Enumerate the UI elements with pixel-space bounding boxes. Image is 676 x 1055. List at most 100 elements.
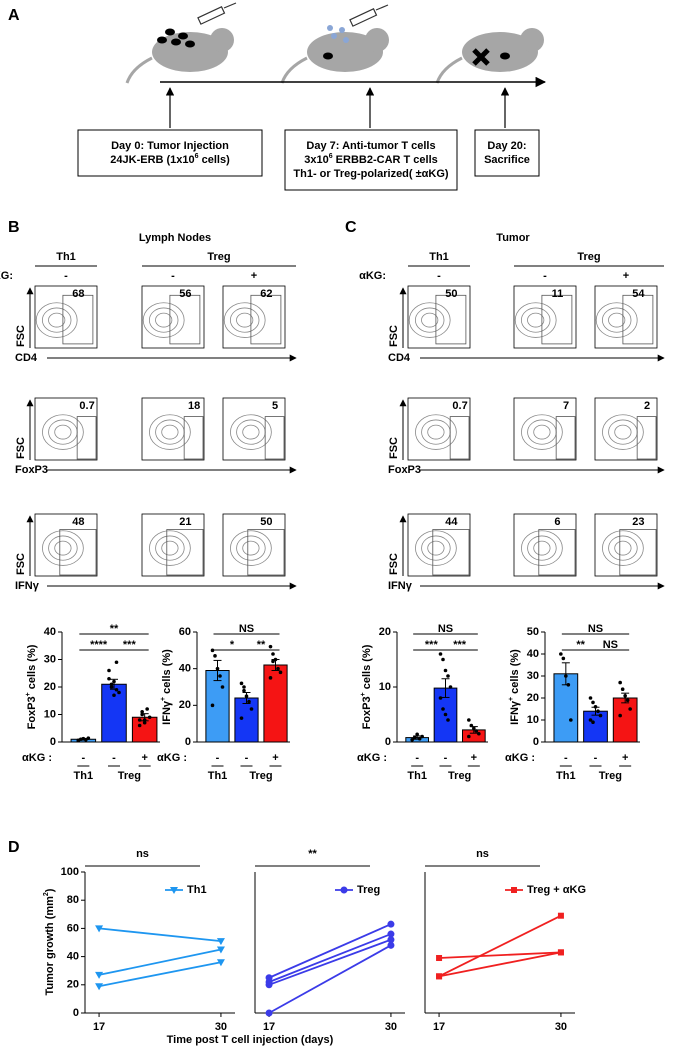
contour <box>421 535 451 561</box>
group-label: Th1 <box>429 251 449 263</box>
data-point <box>415 732 419 737</box>
gate <box>166 529 204 576</box>
contour <box>408 302 451 338</box>
contour <box>427 424 445 440</box>
axis-label-part: ) <box>44 888 56 892</box>
y-tick-label: 10 <box>44 708 56 720</box>
data-point <box>620 687 625 691</box>
significance-label: ns <box>136 848 149 860</box>
gate-percent: 11 <box>552 288 564 300</box>
significance-label: ** <box>110 623 119 635</box>
flow-plot <box>513 285 577 349</box>
significance-label: NS <box>588 623 603 635</box>
contour <box>614 424 632 440</box>
box-text-part: Th1- or Treg-polarized( ±αKG) <box>293 168 449 180</box>
axis-label-part: Tumor growth (mm <box>44 896 56 996</box>
y-tick-label: 40 <box>179 663 191 675</box>
data-point <box>86 736 91 740</box>
data-point <box>239 716 244 720</box>
contour <box>142 302 185 338</box>
y-tick-label: 40 <box>527 648 539 660</box>
data-point <box>566 683 571 687</box>
axis-label: FSC <box>388 553 400 575</box>
data-point <box>443 668 448 673</box>
y-axis-label-part: cells (%) <box>361 644 373 692</box>
data-point <box>596 709 600 713</box>
group-label: Th1 <box>74 770 94 782</box>
box-text-part: Day 0: Tumor Injection <box>111 140 229 152</box>
gate-percent: 6 <box>554 516 560 528</box>
legend-marker <box>340 886 348 894</box>
axis-label: Time post T cell injection (days) <box>167 1034 334 1046</box>
data-point <box>142 718 147 722</box>
x-tick-label: - <box>564 752 568 764</box>
data-point <box>142 720 147 725</box>
bar <box>234 697 259 743</box>
axis-label: FSC <box>388 437 400 459</box>
data-point <box>446 718 450 722</box>
bar <box>263 664 288 743</box>
data-point <box>417 736 422 741</box>
mouse-schematic <box>125 28 544 84</box>
data-point <box>112 679 116 684</box>
gate-percent: 68 <box>72 288 84 300</box>
x-tick-label: - <box>81 752 85 764</box>
box-text: 3x106 ERBB2-CAR T cells <box>304 153 438 166</box>
significance-label: ns <box>476 848 489 860</box>
data-point <box>247 699 251 704</box>
y-tick-label: 30 <box>527 670 539 682</box>
group-label: Treg <box>577 251 600 263</box>
contour <box>608 535 638 561</box>
data-point <box>276 666 280 671</box>
y-tick-label: 0 <box>185 736 191 748</box>
contour <box>230 530 272 566</box>
marker <box>387 930 395 938</box>
data-point <box>598 713 603 718</box>
box-text-part: 6 <box>329 153 333 160</box>
data-point <box>477 731 481 736</box>
gate <box>432 529 470 576</box>
y-axis-label-part: FoxP3 <box>361 696 373 729</box>
marker <box>95 983 104 991</box>
series-line <box>268 933 392 983</box>
gate-percent: 0.7 <box>79 400 94 412</box>
y-tick-label: 80 <box>67 894 79 906</box>
flow-plot <box>34 513 98 577</box>
data-point <box>215 666 220 671</box>
contour <box>415 414 457 450</box>
contour <box>601 307 632 333</box>
flow-plot <box>594 285 658 349</box>
y-tick-label: 20 <box>527 692 539 704</box>
gate <box>636 416 657 460</box>
gate-percent: 56 <box>179 288 191 300</box>
x-tick-label: 30 <box>215 1021 227 1033</box>
data-point <box>591 720 595 724</box>
akg-label: αKG: <box>0 270 13 282</box>
marker <box>387 941 395 949</box>
axis-label: FoxP3 <box>15 464 48 476</box>
series-line <box>438 951 562 978</box>
x-tick-label: 17 <box>263 1021 275 1033</box>
akg-sign: + <box>623 270 629 282</box>
error-bar <box>213 659 222 682</box>
axis-label: FoxP3 <box>388 464 421 476</box>
flow-plot <box>222 285 286 349</box>
gate <box>541 294 573 345</box>
group-label: Th1 <box>208 770 228 782</box>
gate <box>555 416 576 460</box>
data-point <box>112 693 116 698</box>
data-point <box>114 687 119 692</box>
legend-marker <box>511 887 517 893</box>
contour <box>230 414 272 450</box>
akg-sign: - <box>64 270 68 282</box>
contour <box>602 414 644 450</box>
group-label: Treg <box>448 770 471 782</box>
data-point <box>559 652 563 656</box>
contour <box>148 307 179 333</box>
contour <box>236 312 254 328</box>
box-text: Day 0: Tumor Injection <box>111 140 229 152</box>
gate <box>62 294 94 345</box>
gate <box>538 529 576 576</box>
data-point <box>618 713 622 718</box>
y-axis-label: FoxP3+ cells (%) <box>25 644 38 729</box>
